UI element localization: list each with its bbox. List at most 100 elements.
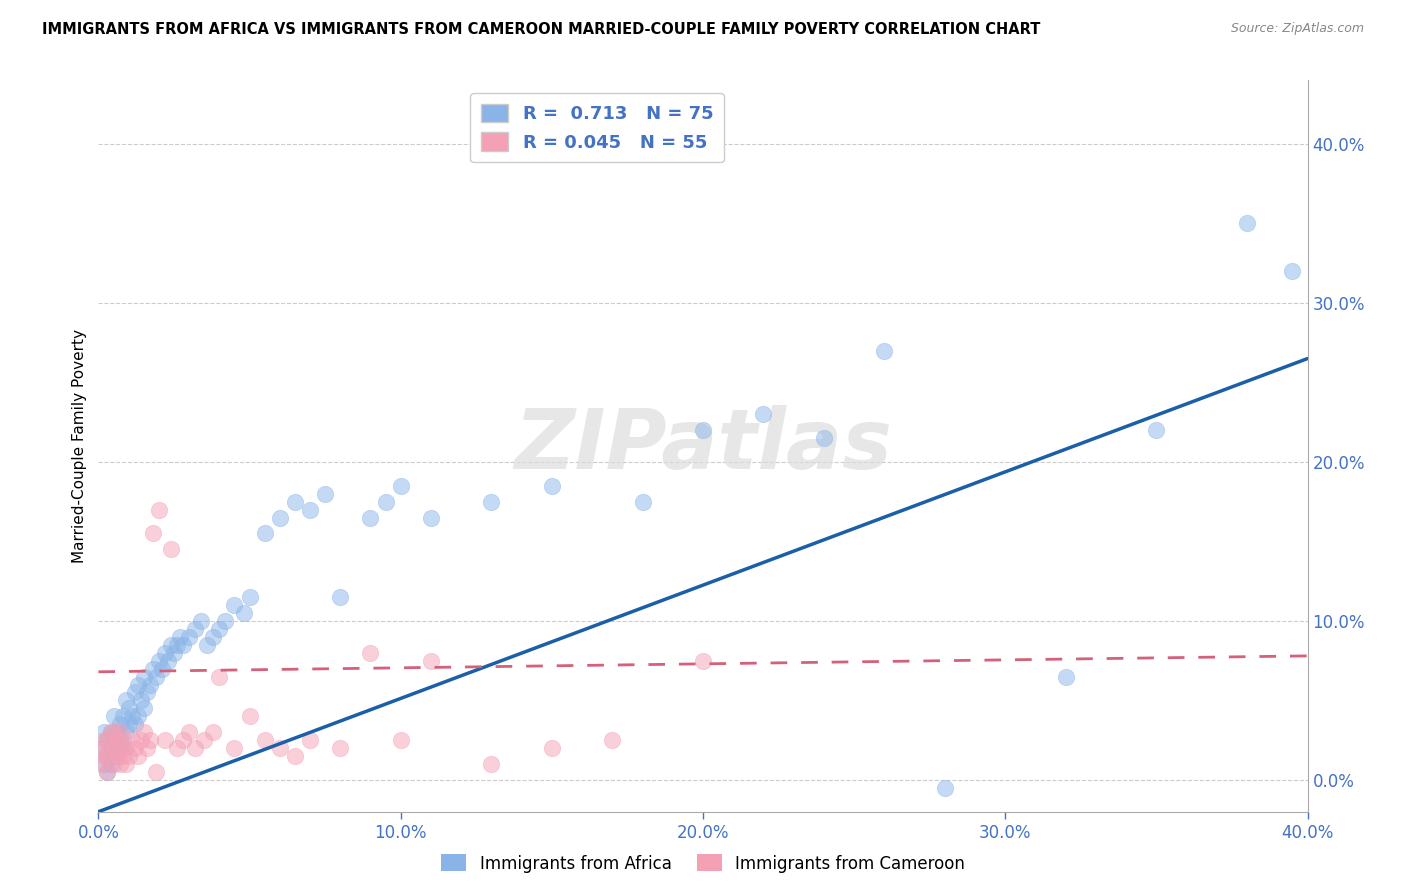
Point: [114, 725, 136, 739]
Point: [127, 749, 149, 764]
Point: [132, 669, 155, 683]
Point: [100, 757, 122, 772]
Point: [96, 764, 118, 779]
Point: [103, 741, 125, 756]
Point: [132, 725, 155, 739]
Point: [481, 757, 503, 772]
Point: [299, 733, 322, 747]
Point: [118, 749, 141, 764]
Point: [692, 654, 714, 668]
Point: [284, 749, 307, 764]
Point: [135, 685, 157, 699]
Point: [114, 741, 136, 756]
Point: [692, 423, 714, 437]
Point: [184, 622, 207, 636]
Point: [108, 757, 131, 772]
Point: [160, 638, 183, 652]
Point: [124, 741, 146, 756]
Point: [103, 709, 125, 723]
Text: ZIPatlas: ZIPatlas: [515, 406, 891, 486]
Point: [148, 654, 170, 668]
Point: [100, 725, 122, 739]
Point: [148, 502, 170, 516]
Point: [253, 733, 276, 747]
Point: [1054, 669, 1077, 683]
Point: [100, 741, 122, 756]
Point: [103, 749, 125, 764]
Point: [96, 764, 118, 779]
Point: [269, 510, 291, 524]
Point: [602, 733, 624, 747]
Point: [111, 733, 134, 747]
Point: [111, 709, 134, 723]
Point: [118, 701, 141, 715]
Point: [540, 741, 562, 756]
Point: [239, 709, 262, 723]
Point: [208, 622, 231, 636]
Point: [111, 749, 134, 764]
Point: [253, 526, 276, 541]
Point: [166, 741, 188, 756]
Point: [93, 749, 115, 764]
Point: [172, 733, 194, 747]
Point: [103, 725, 125, 739]
Point: [224, 741, 246, 756]
Point: [163, 646, 186, 660]
Point: [202, 725, 225, 739]
Point: [124, 717, 146, 731]
Point: [329, 741, 352, 756]
Point: [179, 725, 201, 739]
Point: [108, 741, 131, 756]
Point: [813, 431, 835, 445]
Point: [96, 733, 118, 747]
Point: [105, 725, 128, 739]
Point: [540, 479, 562, 493]
Point: [193, 733, 215, 747]
Point: [195, 638, 218, 652]
Point: [172, 638, 194, 652]
Legend: Immigrants from Africa, Immigrants from Cameroon: Immigrants from Africa, Immigrants from …: [434, 847, 972, 880]
Point: [127, 677, 149, 691]
Point: [269, 741, 291, 756]
Point: [96, 733, 118, 747]
Point: [135, 741, 157, 756]
Point: [114, 757, 136, 772]
Point: [108, 733, 131, 747]
Point: [374, 494, 396, 508]
Point: [752, 407, 775, 421]
Point: [96, 749, 118, 764]
Point: [111, 741, 134, 756]
Legend: R =  0.713   N = 75, R = 0.045   N = 55: R = 0.713 N = 75, R = 0.045 N = 55: [470, 93, 724, 162]
Point: [160, 542, 183, 557]
Point: [103, 757, 125, 772]
Point: [314, 486, 336, 500]
Point: [420, 654, 443, 668]
Point: [156, 654, 179, 668]
Y-axis label: Married-Couple Family Poverty: Married-Couple Family Poverty: [72, 329, 87, 563]
Point: [129, 733, 152, 747]
Point: [190, 614, 212, 628]
Point: [139, 733, 162, 747]
Point: [1281, 264, 1303, 278]
Point: [139, 677, 162, 691]
Point: [90, 741, 112, 756]
Point: [232, 606, 254, 620]
Point: [132, 701, 155, 715]
Point: [105, 741, 128, 756]
Point: [100, 741, 122, 756]
Text: Source: ZipAtlas.com: Source: ZipAtlas.com: [1230, 22, 1364, 36]
Point: [420, 510, 443, 524]
Point: [360, 510, 382, 524]
Point: [481, 494, 503, 508]
Point: [389, 733, 412, 747]
Point: [108, 717, 131, 731]
Point: [90, 757, 112, 772]
Point: [208, 669, 231, 683]
Point: [169, 630, 191, 644]
Point: [150, 662, 173, 676]
Point: [145, 764, 167, 779]
Point: [121, 709, 143, 723]
Point: [1144, 423, 1167, 437]
Point: [105, 749, 128, 764]
Point: [108, 725, 131, 739]
